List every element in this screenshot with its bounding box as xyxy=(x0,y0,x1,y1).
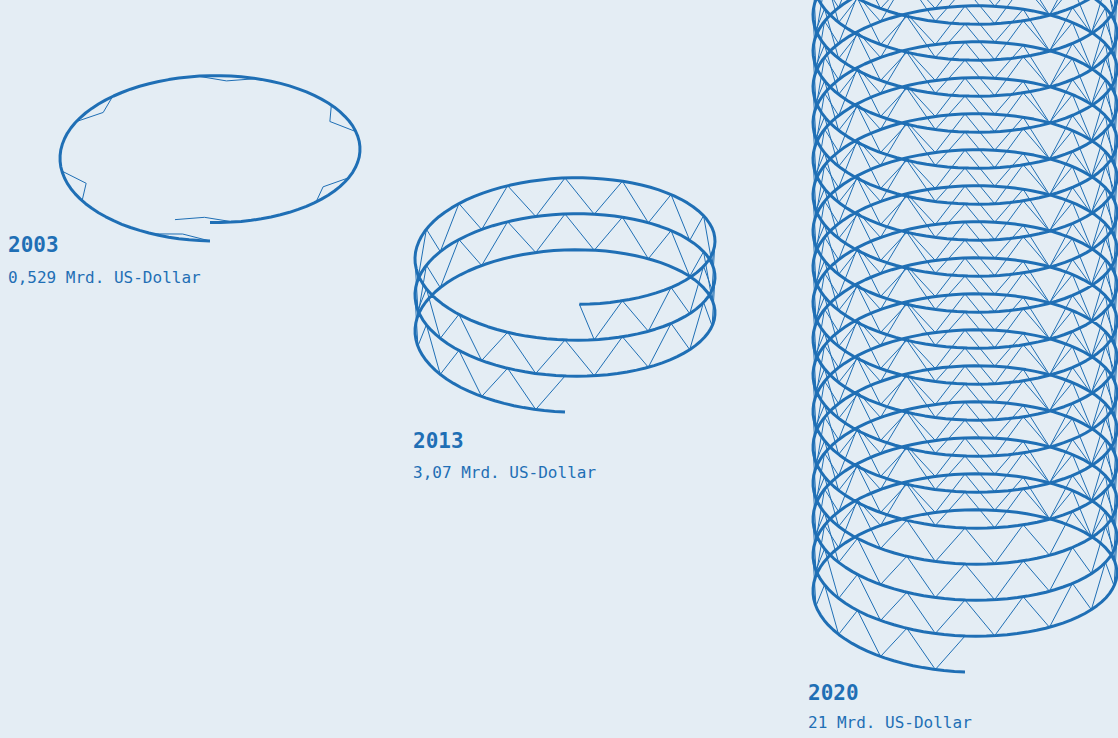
svg-text:3,07 Mrd. US-Dollar: 3,07 Mrd. US-Dollar xyxy=(413,463,596,482)
svg-text:2020: 2020 xyxy=(808,681,859,705)
svg-text:0,529 Mrd. US-Dollar: 0,529 Mrd. US-Dollar xyxy=(8,268,201,287)
svg-text:2003: 2003 xyxy=(8,233,59,257)
svg-text:21 Mrd. US-Dollar: 21 Mrd. US-Dollar xyxy=(808,713,972,732)
svg-text:2013: 2013 xyxy=(413,429,464,453)
